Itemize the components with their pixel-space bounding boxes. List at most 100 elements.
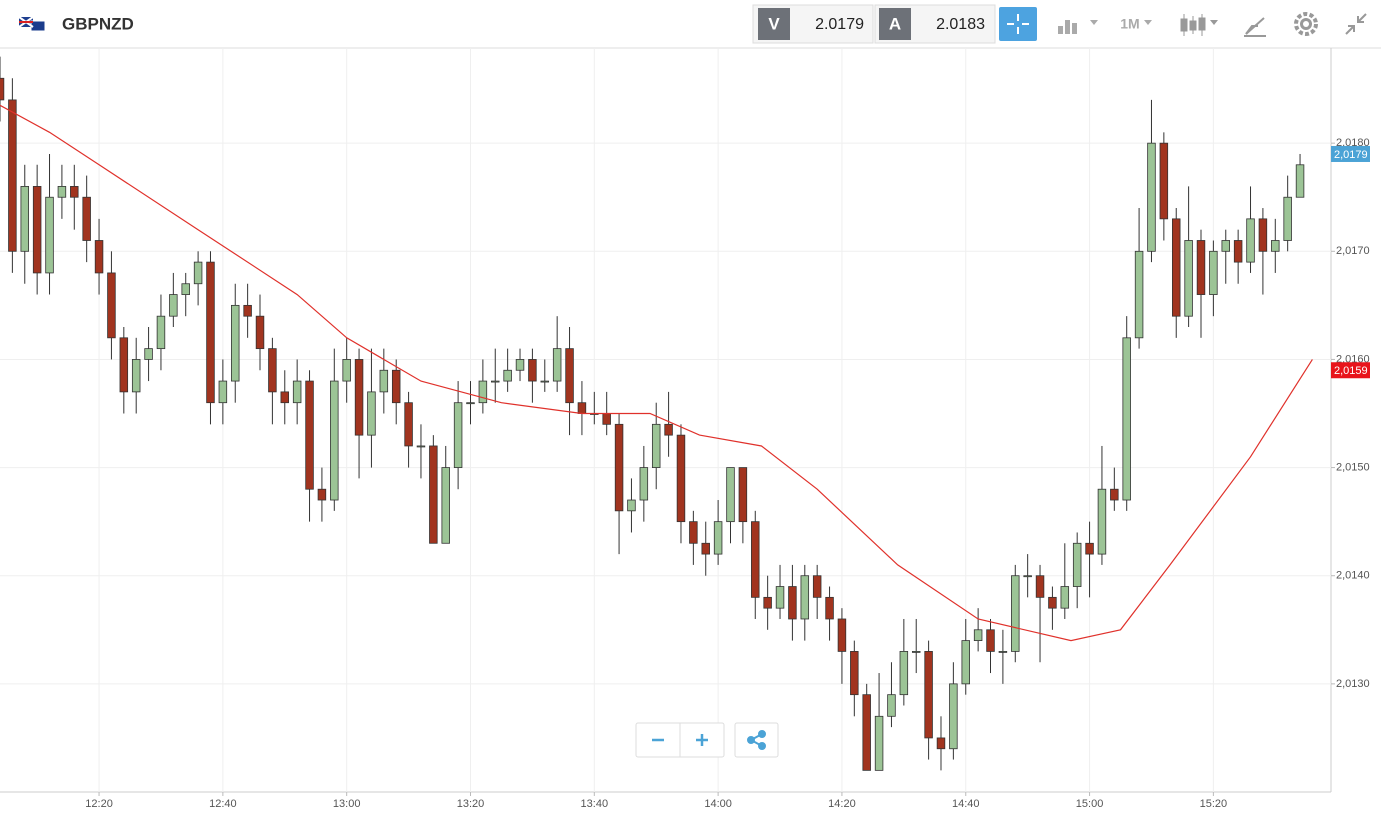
- candle-body: [874, 715, 884, 771]
- candle-body: [305, 380, 314, 490]
- candle-body: [751, 521, 760, 598]
- candle-body: [367, 391, 376, 436]
- candle-body: [70, 186, 79, 198]
- y-tick-label: 2,0170: [1336, 245, 1370, 257]
- candle-body: [32, 186, 42, 274]
- candle-body: [206, 261, 215, 404]
- candle-body: [478, 380, 488, 404]
- candle-body: [416, 445, 426, 448]
- toolbar: [0, 0, 1381, 48]
- candle-body: [354, 359, 364, 436]
- candle-body: [639, 467, 649, 501]
- flag-icon: [18, 16, 46, 32]
- candle-body: [850, 651, 859, 696]
- candle-body: [862, 694, 871, 771]
- candle-body: [342, 359, 351, 382]
- sell-label: V: [768, 14, 780, 33]
- candle-body: [169, 294, 178, 317]
- candle-body: [218, 380, 228, 404]
- candle-body: [738, 467, 748, 523]
- candle-body: [1196, 240, 1206, 295]
- x-tick-label: 13:40: [581, 798, 609, 810]
- candle-body: [1134, 250, 1144, 339]
- candle-style-button[interactable]: [1180, 14, 1218, 36]
- timeframe[interactable]: 1M: [1120, 16, 1139, 32]
- candle-body: [528, 359, 537, 382]
- candle-body: [292, 380, 302, 404]
- candle-body: [726, 467, 735, 523]
- candle-body: [1147, 142, 1156, 252]
- draw-tool-button[interactable]: [1244, 17, 1266, 37]
- candle-body: [280, 391, 290, 404]
- candle-body: [565, 348, 574, 404]
- candle-body: [453, 402, 463, 468]
- candle-body: [899, 651, 909, 696]
- candle-body: [763, 596, 772, 609]
- candle-body: [317, 488, 327, 501]
- candle-body: [713, 521, 723, 555]
- candle-body: [664, 423, 673, 436]
- settings-button[interactable]: [1294, 12, 1318, 36]
- candle-body: [1048, 596, 1057, 609]
- candle-body: [602, 413, 611, 425]
- candle-body: [540, 380, 550, 383]
- candle-body: [949, 683, 958, 750]
- collapse-button[interactable]: [1345, 13, 1367, 35]
- symbol: GBPNZD: [62, 14, 134, 33]
- candle-body: [837, 618, 847, 652]
- candle-body: [503, 369, 512, 382]
- candle-body: [936, 737, 946, 750]
- candle-body: [1283, 196, 1292, 241]
- x-tick-label: 13:00: [333, 798, 361, 810]
- x-tick-label: 12:20: [85, 798, 113, 810]
- candle-body: [911, 651, 921, 653]
- candle-body: [8, 99, 17, 252]
- candle-body: [243, 304, 252, 317]
- y-tick-label: 2,0140: [1336, 570, 1370, 582]
- candle-body: [577, 402, 587, 414]
- chart-type-button[interactable]: [1058, 20, 1098, 34]
- crosshair-icon: [1007, 14, 1029, 34]
- candle-body: [614, 423, 624, 512]
- plot: 12:20 12:40 13:00 13:20 13:40 14:00 14:20 14:40…: [0, 48, 1370, 810]
- candle-body: [1035, 575, 1045, 598]
- buy-button[interactable]: [879, 8, 911, 40]
- candle-body: [1184, 240, 1193, 317]
- candle-body: [82, 196, 91, 241]
- candle-body: [404, 402, 413, 447]
- share-button[interactable]: [734, 722, 779, 758]
- candle-body: [676, 434, 686, 523]
- candle-body: [1085, 542, 1094, 555]
- candle-body: [20, 186, 30, 252]
- candle-body: [1233, 240, 1243, 263]
- zoom-in[interactable]: [696, 734, 708, 746]
- candle-body: [131, 359, 141, 393]
- price-tag-label: 2,0179: [1334, 149, 1368, 161]
- buy-price: 2.0183: [936, 16, 985, 33]
- candle-body: [788, 586, 797, 620]
- candle-body: [181, 283, 190, 295]
- zoom-controls: [635, 722, 779, 758]
- candle-body: [330, 380, 339, 501]
- price-tag-label: 2,0159: [1334, 365, 1368, 377]
- candle-body: [998, 651, 1008, 653]
- x-tick-label: 14:40: [952, 798, 980, 810]
- x-tick-label: 15:00: [1076, 798, 1104, 810]
- candle-body: [1209, 250, 1218, 295]
- candle-body: [1060, 586, 1070, 609]
- candle-body: [441, 467, 450, 544]
- sell-button[interactable]: [758, 8, 790, 40]
- candle-body: [651, 423, 661, 468]
- crosshair-button[interactable]: [999, 7, 1037, 41]
- price-tag: [1331, 362, 1370, 379]
- candle-body: [800, 575, 810, 620]
- candle-body: [689, 521, 698, 544]
- candle-body: [701, 542, 710, 555]
- share-icon: [747, 730, 766, 750]
- x-tick-label: 14:00: [704, 798, 732, 810]
- candle-body: [1295, 164, 1305, 198]
- candle-body: [1072, 542, 1082, 587]
- candle-body: [627, 499, 636, 512]
- x-tick-label: 13:20: [457, 798, 485, 810]
